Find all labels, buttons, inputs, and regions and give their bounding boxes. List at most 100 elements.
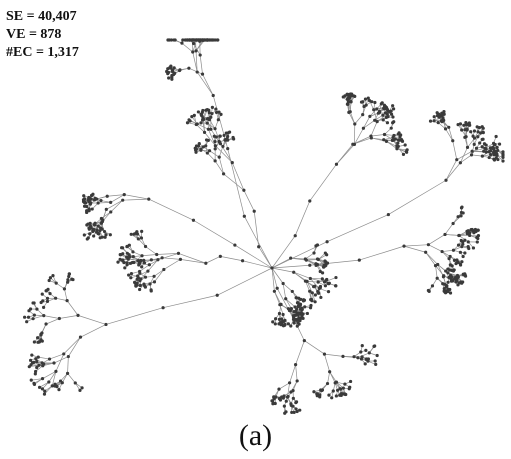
graph-edge: [328, 372, 330, 384]
graph-node: [383, 104, 386, 107]
graph-node: [376, 354, 379, 357]
graph-node: [121, 199, 124, 202]
graph-edge: [296, 365, 298, 381]
graph-node: [43, 389, 46, 392]
graph-node: [406, 148, 409, 151]
graph-node: [30, 379, 33, 382]
graph-node: [308, 264, 311, 267]
graph-node: [391, 121, 394, 124]
graph-node: [206, 151, 209, 154]
graph-node: [289, 324, 292, 327]
graph-node: [297, 305, 300, 308]
graph-node: [143, 284, 146, 287]
graph-node: [387, 110, 390, 113]
graph-node: [437, 121, 440, 124]
graph-node: [142, 259, 145, 262]
graph-node: [496, 149, 499, 152]
graph-node: [42, 306, 45, 309]
graph-node: [296, 379, 299, 382]
graph-node: [372, 108, 375, 111]
graph-node: [495, 154, 498, 157]
graph-node: [442, 119, 445, 122]
graph-node: [461, 240, 464, 243]
graph-edge: [404, 246, 426, 252]
graph-node: [368, 99, 371, 102]
graph-node: [46, 300, 49, 303]
graph-node: [475, 147, 478, 150]
graph-edge: [59, 315, 78, 318]
graph-node: [201, 118, 204, 121]
graph-node: [446, 290, 449, 293]
graph-node: [386, 113, 389, 116]
graph-edge: [272, 236, 295, 268]
graph-node: [153, 280, 156, 283]
graph-node: [365, 358, 368, 361]
graph-node: [43, 393, 46, 396]
graph-node: [297, 313, 300, 316]
graph-node: [318, 287, 321, 290]
graph-node: [382, 118, 385, 121]
graph-node: [324, 284, 327, 287]
graph-node: [191, 50, 194, 53]
graph-node: [447, 126, 450, 129]
graph-node: [378, 110, 381, 113]
graph-node: [328, 282, 331, 285]
graph-node: [361, 344, 364, 347]
graph-node: [173, 72, 176, 75]
graph-node: [481, 154, 484, 157]
graph-edge: [324, 354, 329, 372]
graph-node: [188, 119, 191, 122]
graph-node: [270, 266, 273, 269]
graph-edge: [67, 301, 78, 316]
graph-node: [436, 277, 439, 280]
graph-node: [316, 392, 319, 395]
graph-node: [144, 276, 147, 279]
graph-node: [463, 136, 466, 139]
graph-node: [125, 245, 128, 248]
graph-node: [85, 205, 88, 208]
graph-node: [150, 289, 153, 292]
graph-node: [27, 316, 30, 319]
graph-node: [459, 251, 462, 254]
graph-node: [368, 351, 371, 354]
graph-node: [309, 277, 312, 280]
graph-node: [233, 243, 236, 246]
graph-node: [281, 319, 284, 322]
graph-node: [460, 206, 463, 209]
graph-node: [471, 135, 474, 138]
graph-node: [376, 120, 379, 123]
graph-node: [431, 284, 434, 287]
panel-label: (a): [0, 418, 511, 454]
graph-node: [359, 350, 362, 353]
graph-node: [361, 113, 364, 116]
graph-node: [444, 179, 447, 182]
graph-node: [352, 355, 355, 358]
graph-node: [148, 282, 151, 285]
graph-node: [206, 38, 209, 41]
graph-node: [32, 382, 35, 385]
graph-node: [443, 233, 446, 236]
graph-edge: [428, 245, 442, 252]
graph-node: [326, 382, 329, 385]
graph-node: [87, 236, 90, 239]
graph-node: [208, 149, 211, 152]
graph-node: [319, 296, 322, 299]
stat-se: SE = 40,407: [6, 8, 79, 26]
graph-node: [91, 207, 94, 210]
graph-node: [327, 394, 330, 397]
graph-node: [362, 127, 365, 130]
graph-node: [364, 362, 367, 365]
graph-edge: [359, 246, 404, 260]
graph-edge: [193, 220, 234, 245]
graph-node: [391, 136, 394, 139]
graph-node: [177, 252, 180, 255]
graph-node: [41, 364, 44, 367]
graph-node: [194, 148, 197, 151]
graph-node: [461, 280, 464, 283]
graph-node: [424, 251, 427, 254]
graph-node: [324, 264, 327, 267]
graph-edge: [404, 245, 428, 246]
graph-node: [138, 288, 141, 291]
graph-edge: [56, 298, 67, 300]
graph-node: [473, 129, 476, 132]
